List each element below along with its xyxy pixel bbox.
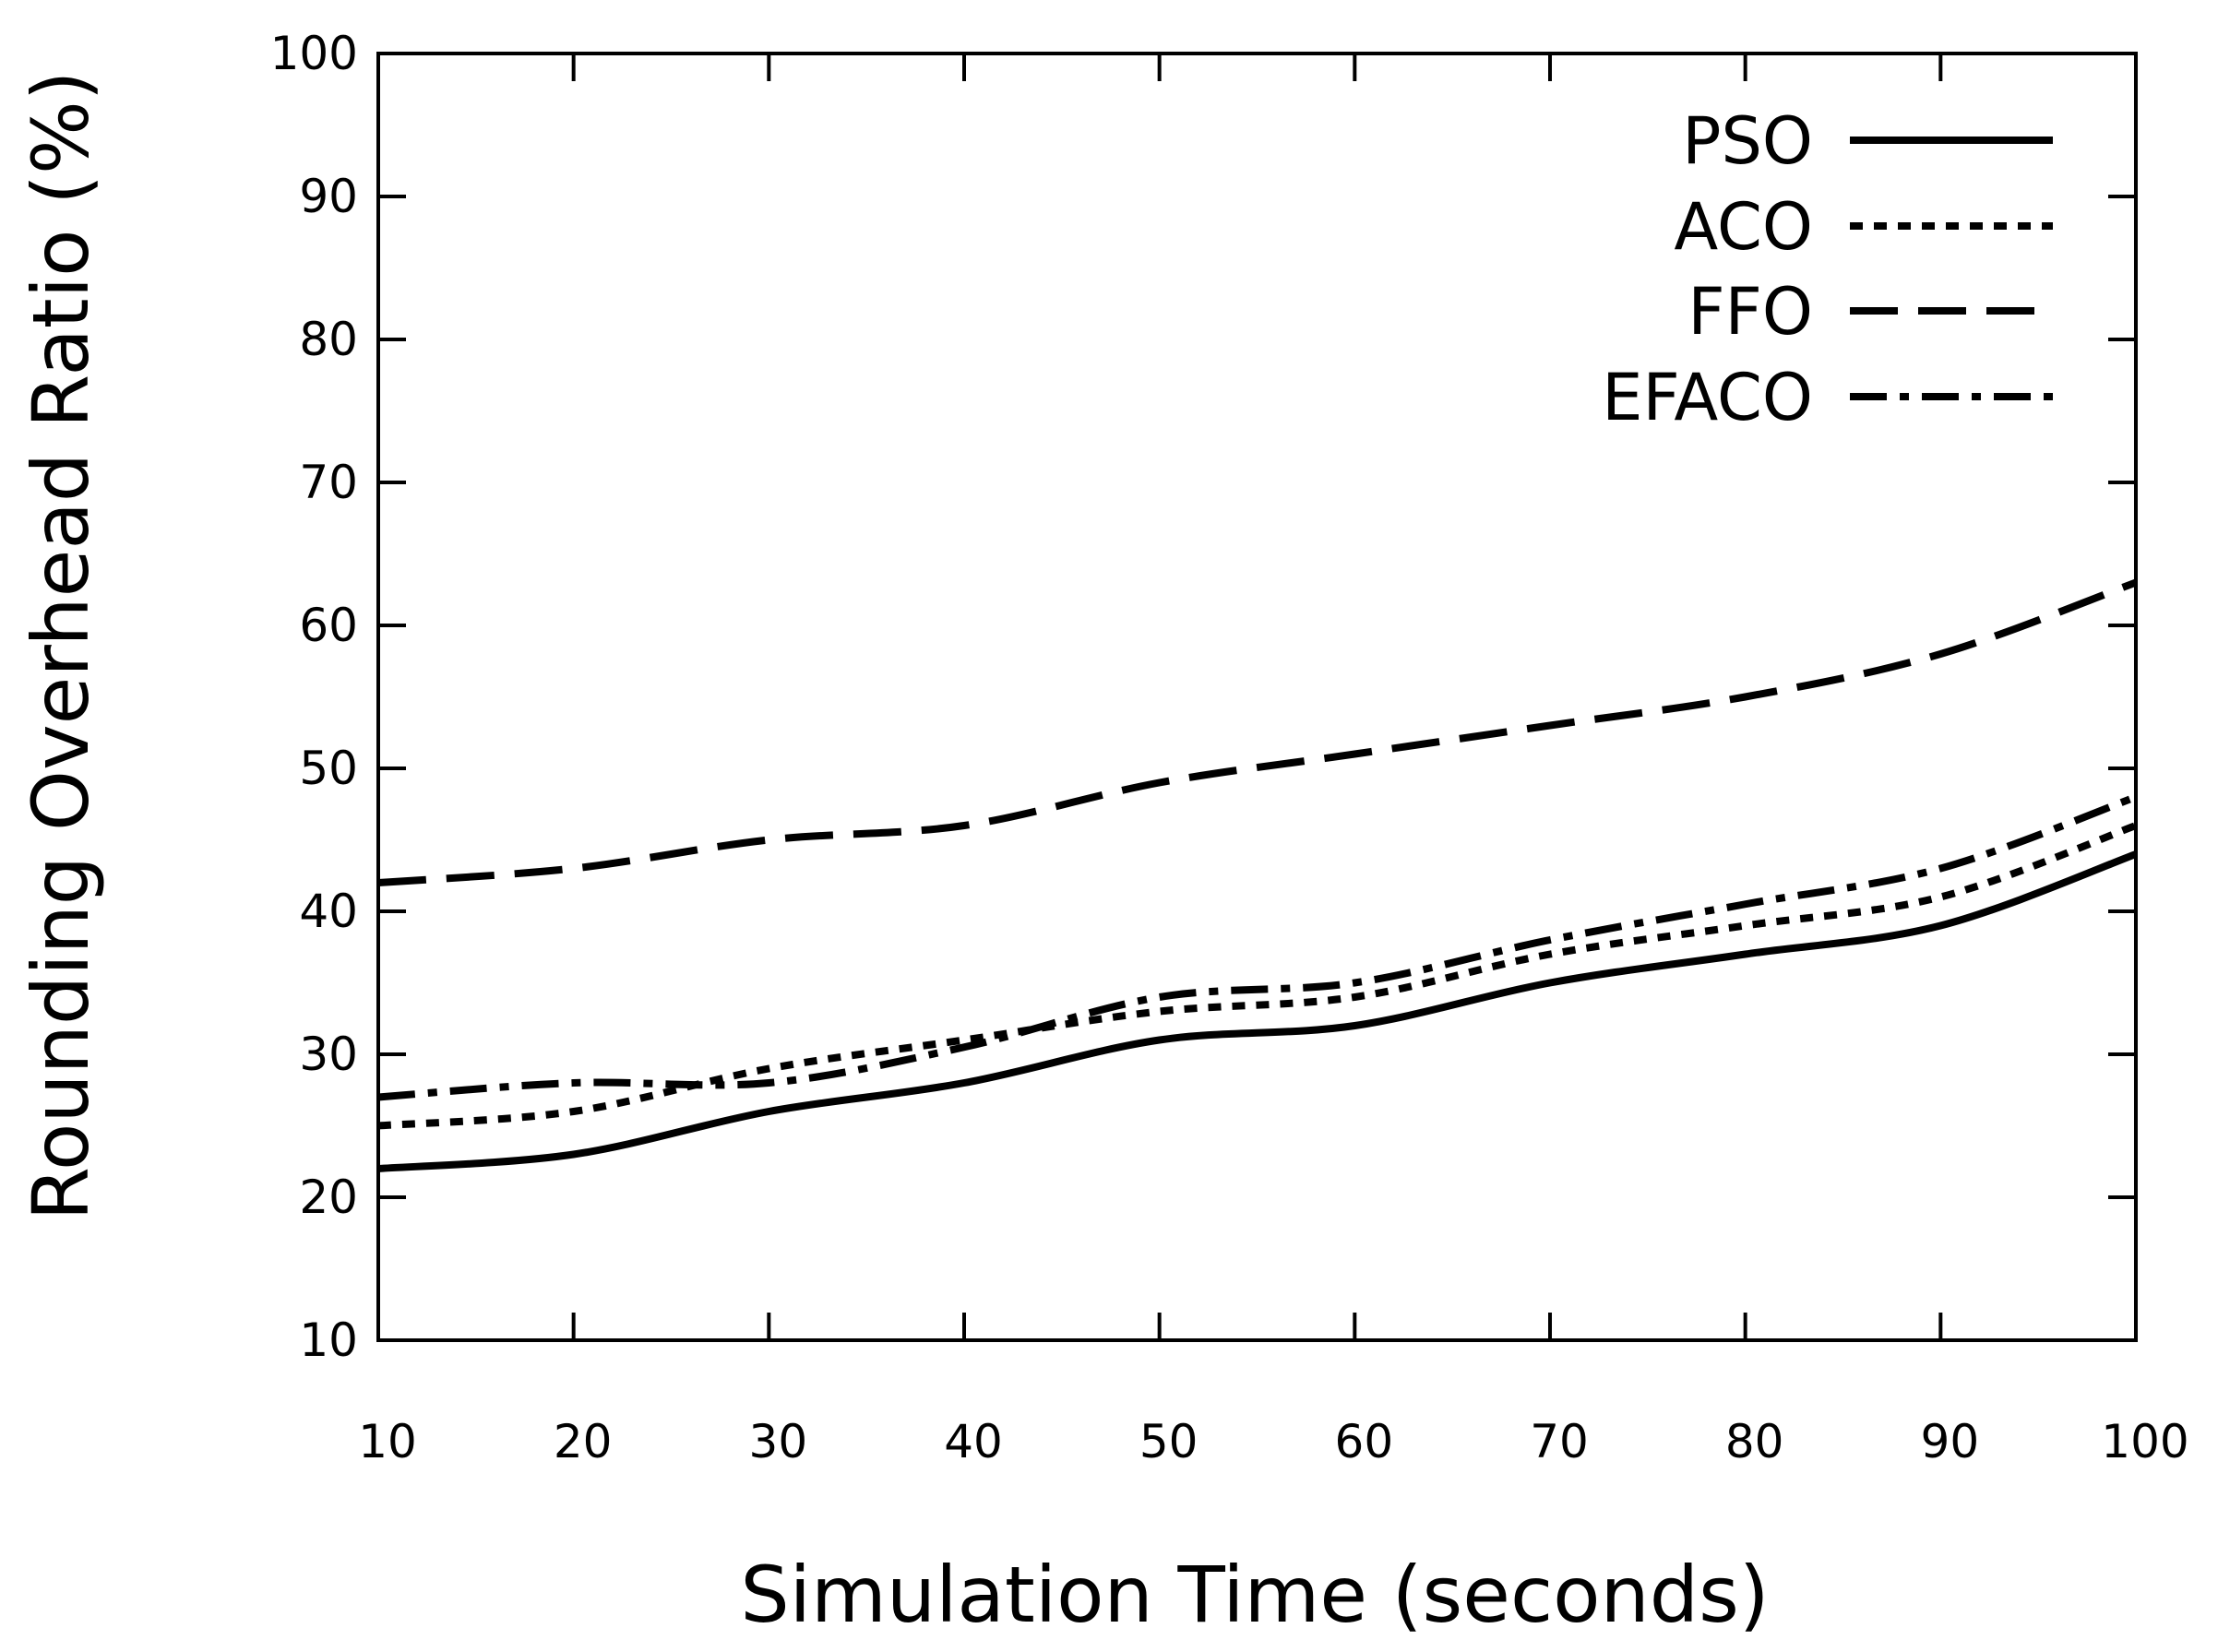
legend-label-pso: PSO <box>1682 103 1813 179</box>
x-tick-label: 90 <box>1921 1415 1980 1468</box>
y-tick-label: 60 <box>299 599 358 652</box>
x-tick-label: 40 <box>944 1415 1003 1468</box>
legend-label-efaco: EFACO <box>1602 360 1813 435</box>
x-tick-label: 80 <box>1725 1415 1784 1468</box>
y-tick-label: 80 <box>299 313 358 366</box>
y-tick-label: 30 <box>299 1028 358 1081</box>
x-tick-label: 10 <box>358 1415 417 1468</box>
series-line-pso <box>377 850 2138 1172</box>
y-tick-label: 50 <box>299 742 358 795</box>
plot-frame <box>376 52 2138 1342</box>
y-tick-label: 70 <box>299 456 358 509</box>
series-layer <box>377 578 2138 1172</box>
x-tick-label: 20 <box>554 1415 613 1468</box>
series-line-aco <box>377 822 2138 1130</box>
x-tick-label: 30 <box>749 1415 808 1468</box>
legend-label-aco: ACO <box>1674 189 1813 265</box>
x-tick-label: 100 <box>2101 1415 2188 1468</box>
y-tick-label: 40 <box>299 885 358 938</box>
plot-area <box>376 52 2138 1342</box>
y-tick-label: 10 <box>299 1313 358 1367</box>
y-axis-title: Rounding Overhead Ratio (%) <box>16 70 106 1220</box>
y-tick-label: 20 <box>299 1171 358 1224</box>
x-axis-ticks: 10 20 30 40 50 60 70 80 90 100 <box>358 53 2189 1468</box>
series-line-ffo <box>377 578 2138 886</box>
legend-label-ffo: FFO <box>1687 274 1813 350</box>
x-tick-label: 50 <box>1139 1415 1198 1468</box>
x-tick-label: 60 <box>1335 1415 1394 1468</box>
y-tick-label: 90 <box>299 170 358 223</box>
y-axis-ticks: 10 20 30 40 50 60 70 80 90 100 <box>270 27 2136 1367</box>
x-tick-label: 70 <box>1530 1415 1589 1468</box>
x-axis-title: Simulation Time (seconds) <box>740 1550 1769 1640</box>
y-tick-label: 100 <box>270 27 358 80</box>
legend: PSO ACO FFO EFACO <box>1602 103 2053 435</box>
series-line-efaco <box>377 793 2138 1101</box>
